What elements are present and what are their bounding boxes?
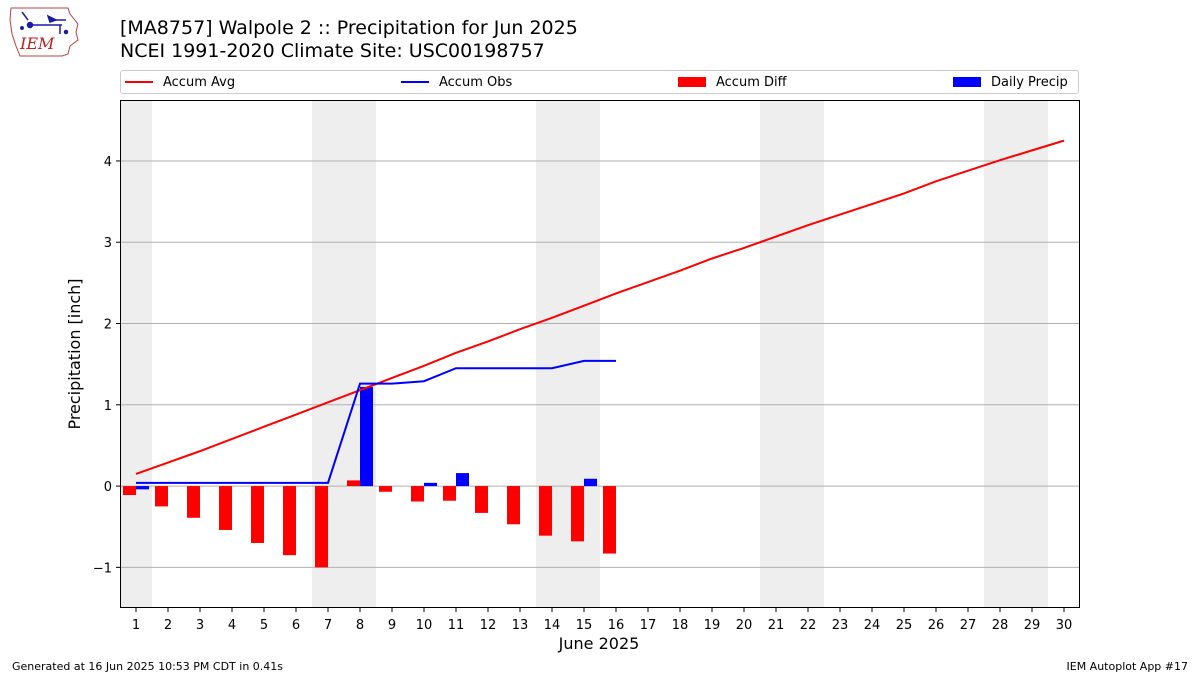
x-tick-label-11: 11 — [448, 618, 465, 633]
weekend-shade-29 — [1016, 100, 1048, 608]
weekend-shade-22 — [792, 100, 824, 608]
daily-precip-bar-10 — [424, 482, 437, 487]
chart-legend: Accum Avg Accum Obs Accum Diff Daily Pre… — [120, 70, 1079, 94]
legend-item-daily-precip: Daily Precip — [953, 71, 1068, 93]
x-tick-label-23: 23 — [832, 618, 849, 633]
x-tick-label-19: 19 — [704, 618, 721, 633]
accum-diff-bar-14 — [539, 486, 552, 536]
legend-label-accum-diff: Accum Diff — [716, 74, 787, 90]
app-credit: IEM Autoplot App #17 — [1066, 660, 1189, 673]
x-tick-label-25: 25 — [896, 618, 913, 633]
accum-diff-bar-12 — [475, 486, 488, 513]
x-tick-label-8: 8 — [356, 618, 364, 633]
accum-diff-bar-4 — [219, 486, 232, 530]
generated-timestamp: Generated at 16 Jun 2025 10:53 PM CDT in… — [12, 660, 284, 673]
accum-diff-bar-9 — [379, 486, 392, 492]
legend-swatch-daily-precip — [953, 77, 981, 87]
daily-precip-bar-15 — [584, 478, 597, 487]
y-tick-label--1: −1 — [93, 561, 112, 576]
y-tick-label-3: 3 — [104, 236, 112, 251]
accum-diff-bar-15 — [571, 486, 584, 542]
x-tick-label-5: 5 — [260, 618, 268, 633]
series-line-accum-obs — [136, 359, 616, 484]
accum-diff-bar-7 — [315, 486, 328, 568]
legend-item-accum-diff: Accum Diff — [678, 71, 787, 93]
accum-diff-bar-3 — [187, 486, 200, 518]
chart-title: [MA8757] Walpole 2 :: Precipitation for … — [120, 17, 578, 39]
y-tick-label-2: 2 — [104, 318, 112, 333]
y-tick-label-4: 4 — [104, 155, 112, 170]
x-tick-label-20: 20 — [736, 618, 753, 633]
x-tick-label-14: 14 — [544, 618, 561, 633]
accum-diff-bar-8 — [347, 480, 360, 487]
iem-logo: IEM — [9, 7, 79, 57]
daily-precip-bar-8 — [360, 386, 373, 487]
legend-label-accum-obs: Accum Obs — [439, 74, 513, 90]
accum-diff-bar-10 — [411, 486, 424, 502]
y-tick-label-1: 1 — [104, 399, 112, 414]
x-tick-label-10: 10 — [416, 618, 433, 633]
x-tick-label-13: 13 — [512, 618, 529, 633]
series-line-accum-avg — [135, 139, 1065, 475]
y-tick-label-0: 0 — [104, 480, 112, 495]
weekend-shade-28 — [984, 100, 1016, 608]
logo-text: IEM — [19, 34, 55, 53]
chart-subtitle: NCEI 1991-2020 Climate Site: USC00198757 — [120, 40, 545, 62]
accum-diff-bar-6 — [283, 486, 296, 556]
y-axis-ticks: −1 0 1 2 3 4 — [93, 155, 120, 576]
x-tick-label-7: 7 — [324, 618, 332, 633]
x-tick-label-18: 18 — [672, 618, 689, 633]
x-tick-label-27: 27 — [960, 618, 977, 633]
x-tick-label-28: 28 — [992, 618, 1009, 633]
weekend-shading — [120, 100, 1048, 608]
x-tick-label-16: 16 — [608, 618, 625, 633]
weekend-shade-1 — [120, 100, 152, 608]
series-lines — [135, 139, 1065, 484]
x-tick-label-22: 22 — [800, 618, 817, 633]
x-tick-label-26: 26 — [928, 618, 945, 633]
x-tick-label-15: 15 — [576, 618, 593, 633]
x-tick-label-12: 12 — [480, 618, 497, 633]
accum-diff-bar-1 — [123, 486, 136, 496]
weather-symbols-icon — [20, 11, 69, 35]
x-axis-label: June 2025 — [558, 634, 640, 653]
daily-precip-bars — [136, 386, 597, 490]
legend-label-daily-precip: Daily Precip — [991, 74, 1068, 90]
x-tick-label-29: 29 — [1024, 618, 1041, 633]
x-tick-label-2: 2 — [164, 618, 172, 633]
x-tick-label-21: 21 — [768, 618, 785, 633]
x-tick-label-4: 4 — [228, 618, 236, 633]
weekend-shade-21 — [760, 100, 792, 608]
weekend-shade-8 — [344, 100, 376, 608]
x-tick-label-9: 9 — [388, 618, 396, 633]
x-tick-label-3: 3 — [196, 618, 204, 633]
accum-diff-bar-13 — [507, 486, 520, 525]
legend-item-accum-avg: Accum Avg — [125, 71, 235, 93]
accum-diff-bar-16 — [603, 486, 616, 554]
accum-diff-bar-2 — [155, 486, 168, 507]
legend-item-accum-obs: Accum Obs — [401, 71, 512, 93]
daily-precip-bar-11 — [456, 473, 469, 487]
plot-frame — [120, 100, 1080, 608]
x-tick-label-6: 6 — [292, 618, 300, 633]
x-tick-label-17: 17 — [640, 618, 657, 633]
legend-label-accum-avg: Accum Avg — [163, 74, 236, 90]
legend-swatch-accum-diff — [678, 77, 706, 87]
y-axis-label: Precipitation [inch] — [65, 278, 84, 429]
x-axis-ticks: 1 2 3 4 5 6 7 8 9 10 11 12 13 14 15 16 17 18 19 20 21 22 23 24 2… — [132, 608, 1072, 633]
legend-swatch-accum-obs — [401, 81, 429, 83]
legend-swatch-accum-avg — [125, 81, 153, 83]
daily-precip-bar-1 — [136, 486, 149, 490]
accum-diff-bars — [123, 480, 616, 568]
x-tick-label-30: 30 — [1056, 618, 1073, 633]
x-tick-label-24: 24 — [864, 618, 881, 633]
accum-diff-bar-11 — [443, 486, 456, 501]
y-gridlines — [120, 160, 1080, 568]
accum-diff-bar-5 — [251, 486, 264, 543]
x-tick-label-1: 1 — [132, 618, 140, 633]
